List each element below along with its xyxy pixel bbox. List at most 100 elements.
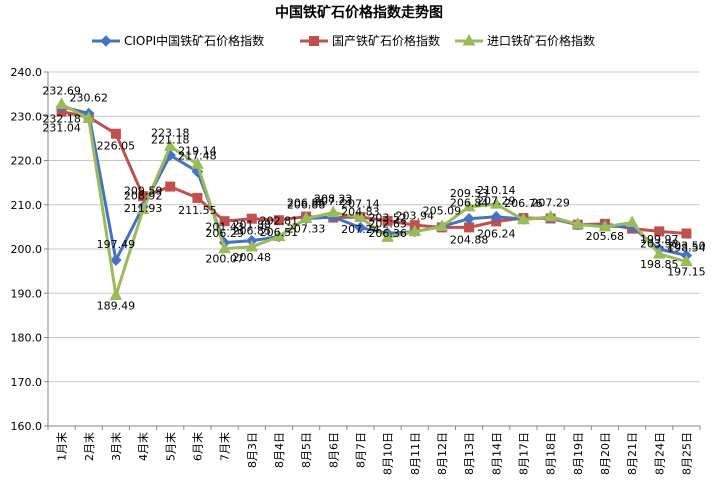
legend-marker xyxy=(462,33,476,46)
data-point xyxy=(408,224,422,237)
x-tick-label: 7月末 xyxy=(218,432,232,461)
x-tick-label: 8月21日 xyxy=(626,432,639,475)
data-label: 219.14 xyxy=(178,144,217,157)
data-point xyxy=(463,213,475,225)
data-label: 209.53 xyxy=(450,187,489,200)
data-point xyxy=(163,139,177,151)
data-point xyxy=(382,215,393,226)
data-label: 199.97 xyxy=(640,233,679,246)
x-tick-label: 8月19日 xyxy=(572,432,585,475)
x-tick-label: 8月3日 xyxy=(246,432,259,468)
legend-marker xyxy=(309,36,319,46)
data-label: 206.29 xyxy=(205,227,244,240)
data-labels-layer: 232.18 230.62 197.49 209.59 221.18 217.48 201.… xyxy=(42,84,705,312)
data-label: 208.92 xyxy=(124,190,163,203)
data-label: 204.88 xyxy=(450,233,489,246)
data-point xyxy=(354,210,367,222)
x-tick-label: 8月4日 xyxy=(273,432,286,468)
data-point xyxy=(571,217,585,229)
data-label: 200.48 xyxy=(233,251,272,264)
data-label: 211.55 xyxy=(178,204,217,217)
legend-label: 国产铁矿石价格指数 xyxy=(332,33,440,48)
data-label: 232.69 xyxy=(42,84,81,97)
data-label: 206.36 xyxy=(368,227,407,240)
legend-marker xyxy=(100,35,112,47)
data-point xyxy=(652,247,666,259)
data-point xyxy=(490,211,502,223)
x-tick-label: 8月18日 xyxy=(545,432,558,475)
data-point xyxy=(110,254,122,266)
data-label: 203.94 xyxy=(396,210,435,223)
data-label: 226.05 xyxy=(97,140,136,153)
data-label: 206.84 xyxy=(450,197,489,210)
series-layer xyxy=(55,97,693,301)
data-label: 206.24 xyxy=(477,227,516,240)
y-tick-label: 200.0 xyxy=(11,243,43,256)
data-label: 207.24 xyxy=(341,223,380,236)
y-tick-label: 230.0 xyxy=(11,110,43,123)
data-point xyxy=(544,209,557,222)
x-tick-label: 8月7日 xyxy=(354,432,367,468)
x-tick-label: 8月14日 xyxy=(490,432,503,475)
data-point xyxy=(110,128,121,139)
data-point xyxy=(598,219,612,232)
data-label: 208.22 xyxy=(314,193,353,206)
data-point xyxy=(109,288,123,301)
data-point xyxy=(191,157,204,169)
data-label: 201.43 xyxy=(205,221,244,234)
data-label: 198.54 xyxy=(667,241,706,254)
data-label: 206.88 xyxy=(287,199,326,212)
data-label: 198.85 xyxy=(640,258,679,271)
data-label: 197.49 xyxy=(97,238,136,251)
x-tick-label: 8月17日 xyxy=(517,432,530,475)
data-point xyxy=(55,97,68,109)
x-tick-label: 1月末 xyxy=(55,432,69,461)
x-tick-label: 5月末 xyxy=(163,432,177,461)
data-point xyxy=(354,221,367,234)
data-label: 203.98 xyxy=(640,237,679,250)
data-label: 189.49 xyxy=(97,300,136,313)
data-point xyxy=(489,197,503,209)
x-tick-label: 8月12日 xyxy=(436,432,449,475)
data-label: 206.51 xyxy=(260,226,299,239)
x-tick-label: 8月24日 xyxy=(653,432,666,475)
data-label: 210.14 xyxy=(477,184,516,197)
y-tick-label: 210.0 xyxy=(11,199,43,212)
data-point xyxy=(625,215,639,227)
data-label: 207.33 xyxy=(287,223,326,236)
data-point xyxy=(435,219,449,231)
y-tick-label: 190.0 xyxy=(11,287,43,300)
x-tick-label: 8月6日 xyxy=(327,432,340,468)
y-tick-label: 240.0 xyxy=(11,66,43,79)
data-label: 207.29 xyxy=(477,195,516,208)
x-tick-label: 8月11日 xyxy=(409,432,422,475)
data-label: 209.59 xyxy=(124,185,163,198)
x-tick-label: 8月25日 xyxy=(680,432,693,475)
x-tick-label: 8月13日 xyxy=(463,432,476,475)
data-label: 211.93 xyxy=(124,202,163,215)
data-point xyxy=(517,212,530,225)
y-tick-label: 220.0 xyxy=(11,155,43,168)
x-tick-label: 2月末 xyxy=(82,432,96,461)
y-tick-label: 180.0 xyxy=(11,332,43,345)
y-tick-label: 160.0 xyxy=(11,420,43,433)
x-tick-label: 4月末 xyxy=(136,432,150,461)
data-label: 201.88 xyxy=(233,219,272,232)
data-label: 202.81 xyxy=(260,215,299,228)
data-label: 205.68 xyxy=(586,230,625,243)
data-point xyxy=(654,226,665,237)
data-label: 217.48 xyxy=(178,150,217,163)
x-tick-label: 6月末 xyxy=(190,432,204,461)
axes: 160.0 170.0 180.0 190.0 200.0 210.0 220.0 230.0… xyxy=(11,66,701,475)
data-label: 207.14 xyxy=(341,197,380,210)
data-label: 230.62 xyxy=(70,92,109,105)
data-label: 203.52 xyxy=(368,211,407,224)
legend: CIOPI中国铁矿石价格指数 国产铁矿石价格指数 进口铁矿石价格指数 xyxy=(92,33,595,48)
data-point xyxy=(680,254,693,267)
data-point xyxy=(245,239,259,252)
legend-label: 进口铁矿石价格指数 xyxy=(487,33,595,48)
data-point xyxy=(681,228,692,239)
x-tick-label: 8月10日 xyxy=(382,432,395,475)
